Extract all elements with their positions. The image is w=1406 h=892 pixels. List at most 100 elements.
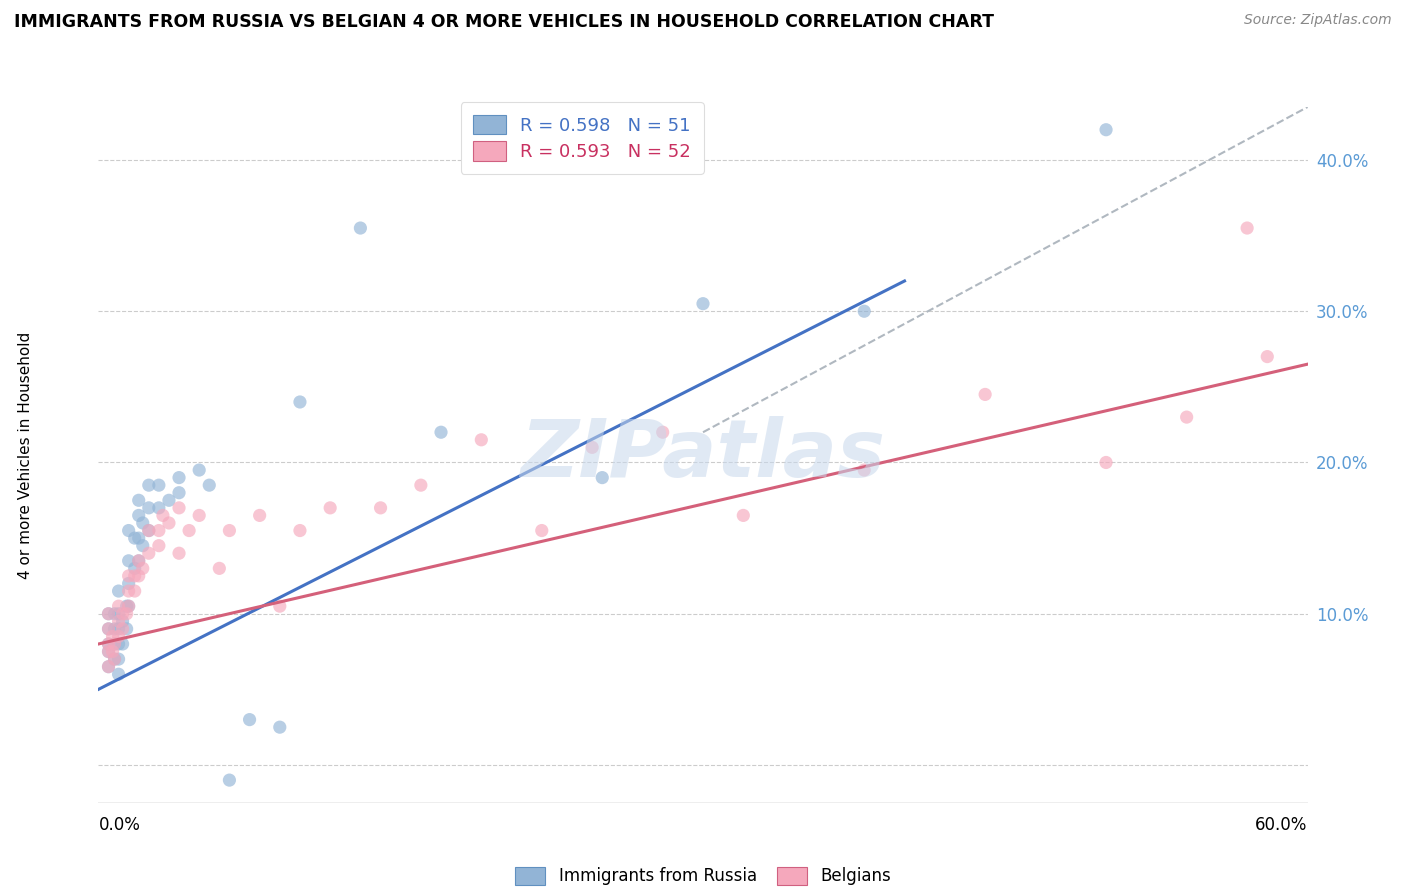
Point — [319, 500, 342, 515]
Point — [1236, 221, 1258, 235]
Point — [853, 463, 876, 477]
Point — [148, 524, 170, 538]
Point — [128, 531, 150, 545]
Point — [148, 500, 170, 515]
Point — [138, 478, 160, 492]
Point — [138, 524, 160, 538]
Point — [167, 500, 190, 515]
Point — [97, 637, 120, 651]
Point — [107, 629, 129, 643]
Point — [1095, 455, 1118, 469]
Point — [132, 561, 155, 575]
Point — [118, 554, 141, 568]
Point — [97, 622, 120, 636]
Point — [107, 607, 129, 621]
Point — [103, 607, 125, 621]
Point — [115, 607, 138, 621]
Point — [107, 637, 129, 651]
Point — [97, 659, 120, 673]
Point — [157, 516, 180, 530]
Point — [128, 508, 150, 523]
Legend: Immigrants from Russia, Belgians: Immigrants from Russia, Belgians — [509, 860, 897, 892]
Point — [853, 304, 876, 318]
Point — [103, 652, 125, 666]
Point — [124, 584, 146, 599]
Point — [111, 607, 134, 621]
Point — [188, 508, 211, 523]
Point — [167, 546, 190, 560]
Point — [118, 576, 141, 591]
Point — [591, 470, 613, 484]
Point — [132, 539, 155, 553]
Point — [157, 493, 180, 508]
Point — [103, 637, 125, 651]
Point — [101, 644, 124, 658]
Point — [288, 524, 311, 538]
Point — [148, 539, 170, 553]
Point — [111, 615, 134, 629]
Point — [409, 478, 432, 492]
Text: Source: ZipAtlas.com: Source: ZipAtlas.com — [1244, 13, 1392, 28]
Point — [249, 508, 271, 523]
Point — [118, 524, 141, 538]
Point — [470, 433, 492, 447]
Point — [124, 531, 146, 545]
Point — [107, 615, 129, 629]
Point — [349, 221, 371, 235]
Point — [118, 569, 141, 583]
Point — [111, 622, 134, 636]
Point — [107, 622, 129, 636]
Point — [128, 554, 150, 568]
Text: ZIPatlas: ZIPatlas — [520, 416, 886, 494]
Point — [103, 652, 125, 666]
Point — [124, 561, 146, 575]
Point — [651, 425, 673, 440]
Point — [152, 508, 174, 523]
Text: 4 or more Vehicles in Household: 4 or more Vehicles in Household — [18, 331, 32, 579]
Point — [128, 493, 150, 508]
Point — [692, 296, 714, 310]
Point — [138, 546, 160, 560]
Point — [218, 524, 240, 538]
Point — [107, 584, 129, 599]
Point — [103, 637, 125, 651]
Point — [1095, 122, 1118, 136]
Point — [167, 470, 190, 484]
Point — [530, 524, 553, 538]
Point — [1256, 350, 1278, 364]
Point — [132, 516, 155, 530]
Point — [430, 425, 453, 440]
Point — [198, 478, 221, 492]
Point — [128, 569, 150, 583]
Point — [107, 652, 129, 666]
Point — [288, 395, 311, 409]
Point — [148, 478, 170, 492]
Point — [103, 622, 125, 636]
Point — [239, 713, 262, 727]
Point — [269, 599, 291, 614]
Text: 60.0%: 60.0% — [1256, 816, 1308, 834]
Point — [107, 667, 129, 681]
Point — [115, 599, 138, 614]
Point — [974, 387, 997, 401]
Point — [118, 599, 141, 614]
Point — [97, 644, 120, 658]
Point — [118, 599, 141, 614]
Point — [128, 554, 150, 568]
Point — [97, 659, 120, 673]
Point — [581, 441, 603, 455]
Point — [188, 463, 211, 477]
Point — [97, 644, 120, 658]
Point — [107, 599, 129, 614]
Point — [138, 500, 160, 515]
Point — [97, 607, 120, 621]
Point — [179, 524, 201, 538]
Point — [733, 508, 755, 523]
Point — [370, 500, 392, 515]
Point — [97, 637, 120, 651]
Point — [118, 584, 141, 599]
Point — [97, 622, 120, 636]
Point — [115, 622, 138, 636]
Point — [218, 773, 240, 788]
Point — [101, 629, 124, 643]
